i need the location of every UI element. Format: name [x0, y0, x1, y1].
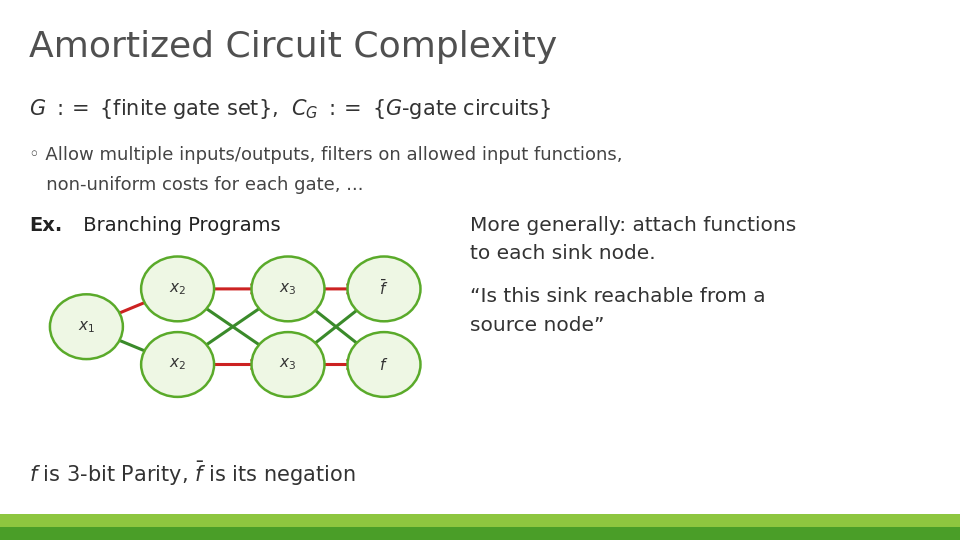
Ellipse shape	[348, 332, 420, 397]
Ellipse shape	[252, 332, 324, 397]
Text: $f$: $f$	[379, 356, 389, 373]
Bar	[0, 514, 960, 527]
Text: $x_3$: $x_3$	[279, 356, 297, 373]
Text: source node”: source node”	[470, 316, 605, 335]
Text: $x_1$: $x_1$	[78, 319, 95, 335]
Ellipse shape	[141, 256, 214, 321]
Text: non-uniform costs for each gate, ...: non-uniform costs for each gate, ...	[29, 176, 363, 193]
Text: Branching Programs: Branching Programs	[77, 216, 280, 235]
Ellipse shape	[252, 256, 324, 321]
Text: $f$ is 3-bit Parity, $\bar{f}$ is its negation: $f$ is 3-bit Parity, $\bar{f}$ is its ne…	[29, 460, 355, 488]
Ellipse shape	[50, 294, 123, 359]
Ellipse shape	[141, 332, 214, 397]
Text: $x_3$: $x_3$	[279, 281, 297, 297]
Text: $x_2$: $x_2$	[169, 356, 186, 373]
Ellipse shape	[348, 256, 420, 321]
Text: Ex.: Ex.	[29, 216, 62, 235]
Text: $G\ :=$ {finite gate set},  $C_G\ :=$ {$G$-gate circuits}: $G\ :=$ {finite gate set}, $C_G\ :=$ {$G…	[29, 97, 551, 121]
Text: $x_2$: $x_2$	[169, 281, 186, 297]
Text: to each sink node.: to each sink node.	[470, 244, 656, 263]
Text: “Is this sink reachable from a: “Is this sink reachable from a	[470, 287, 766, 306]
Text: More generally: attach functions: More generally: attach functions	[470, 216, 797, 235]
Text: Amortized Circuit Complexity: Amortized Circuit Complexity	[29, 30, 557, 64]
Text: ◦ Allow multiple inputs/outputs, filters on allowed input functions,: ◦ Allow multiple inputs/outputs, filters…	[29, 146, 622, 164]
Bar	[0, 527, 960, 540]
Text: $\bar{f}$: $\bar{f}$	[379, 279, 389, 299]
